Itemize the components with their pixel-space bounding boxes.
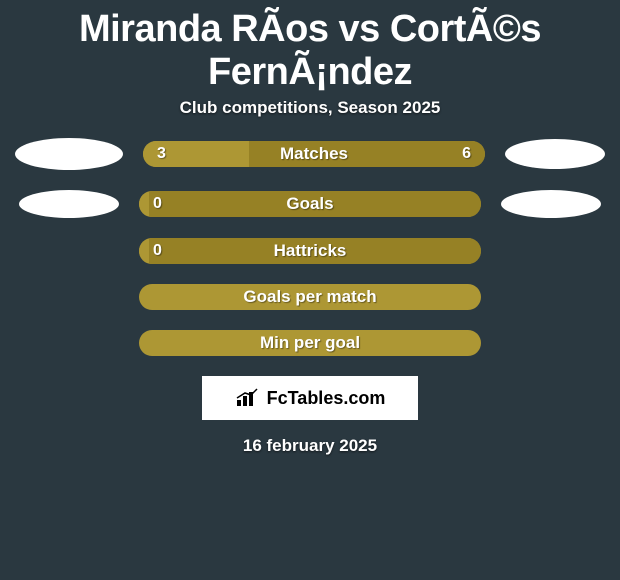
page-title: Miranda RÃ­os vs CortÃ©s FernÃ¡ndez	[0, 8, 620, 94]
stat-bar: 0Goals	[139, 191, 481, 217]
stat-bar: 36Matches	[143, 141, 485, 167]
player-right-avatar	[501, 190, 601, 218]
comparison-row: 0Goals	[0, 190, 620, 218]
player-left-avatar	[15, 138, 123, 170]
stat-right-value: 6	[462, 141, 471, 167]
comparison-row: 36Matches	[0, 138, 620, 170]
player-right-avatar	[505, 139, 605, 169]
comparison-row: Goals per match	[0, 284, 620, 310]
stat-bar-right-fill	[149, 191, 481, 217]
comparison-row: 0Hattricks	[0, 238, 620, 264]
stat-bar-right-fill	[249, 141, 485, 167]
stat-bar: Goals per match	[139, 284, 481, 310]
stat-label: Min per goal	[139, 330, 481, 356]
comparison-row: Min per goal	[0, 330, 620, 356]
stat-bar: 0Hattricks	[139, 238, 481, 264]
stat-left-value: 0	[153, 238, 162, 264]
stat-bar: Min per goal	[139, 330, 481, 356]
stat-bar-left-fill	[139, 191, 149, 217]
player-left-avatar	[19, 190, 119, 218]
comparison-rows: 36Matches0Goals0HattricksGoals per match…	[0, 138, 620, 356]
snapshot-date: 16 february 2025	[0, 436, 620, 456]
stat-left-value: 3	[157, 141, 166, 167]
stat-bar-left-fill	[139, 238, 149, 264]
stat-label: Goals per match	[139, 284, 481, 310]
brand-logo: FcTables.com	[202, 376, 418, 420]
brand-name: FcTables.com	[267, 388, 386, 409]
stat-left-value: 0	[153, 191, 162, 217]
page-subtitle: Club competitions, Season 2025	[0, 98, 620, 118]
stat-bar-right-fill	[149, 238, 481, 264]
brand-logo-text: FcTables.com	[235, 388, 386, 409]
brand-chart-icon	[235, 388, 261, 408]
